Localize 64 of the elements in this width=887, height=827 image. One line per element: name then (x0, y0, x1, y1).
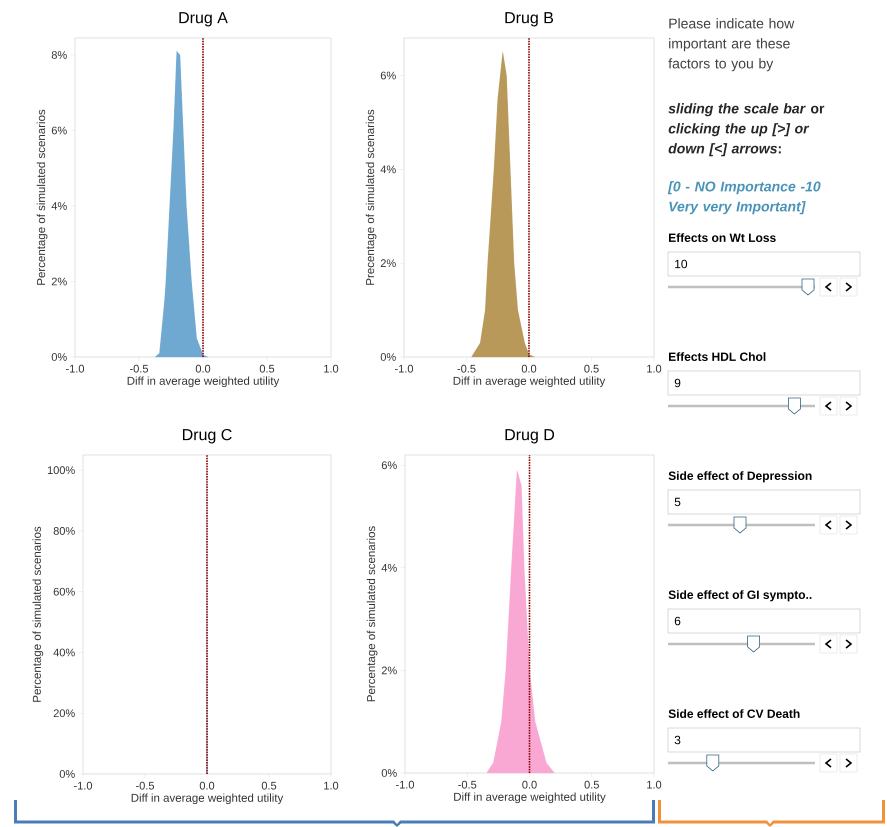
x-tick-label: -1.0 (74, 782, 92, 790)
x-tick-label: -1.0 (396, 780, 414, 789)
x-tick-label: -1.0 (395, 364, 414, 373)
x-axis-title: Diff in average weighted utility (454, 376, 606, 388)
x-tick-label: -0.5 (458, 780, 476, 789)
x-tick-label: 0.0 (522, 780, 537, 789)
y-tick-label: 40% (53, 648, 75, 656)
category-label: Side effect of Depression (668, 471, 812, 482)
data-label: 5 (674, 498, 680, 506)
y-tick-label: 2% (380, 259, 396, 268)
text: sliding the scale bar or clicking the up [>] or down [<] arrows: (668, 103, 824, 156)
x-tick-label: 1.0 (324, 364, 338, 373)
category-label: Side effect of GI sympto.. (668, 590, 812, 602)
y-tick-label: 6% (52, 126, 67, 134)
text: [0 - NO Importance -10 Very very Important] (668, 181, 821, 214)
x-tick-label: 1.0 (647, 364, 662, 373)
x-tick-label: 0.0 (200, 782, 214, 790)
y-tick-label: 8% (52, 51, 67, 59)
x-tick-label: 0.5 (260, 364, 274, 373)
chart-title: Drug D (505, 429, 554, 444)
y-tick-label: 0% (380, 353, 396, 361)
y-tick-label: 6% (382, 461, 397, 470)
x-tick-label: 0.0 (522, 364, 536, 373)
x-axis-title: Diff in average weighted utility (454, 792, 606, 804)
category-label: Effects HDL Chol (669, 352, 766, 361)
y-tick-label: 0% (60, 770, 75, 778)
data-label: 10 (675, 260, 688, 268)
x-tick-label: -0.5 (130, 364, 148, 373)
data-label: 3 (674, 736, 680, 744)
chart-title: Drug B (505, 12, 554, 26)
y-tick-label: 2% (52, 278, 67, 286)
x-tick-label: 1.0 (324, 782, 338, 790)
x-axis-title: Diff in average weighted utility (128, 376, 280, 388)
y-tick-label: 0% (52, 353, 67, 361)
x-tick-label: 0.5 (262, 782, 276, 790)
y-axis-title: Precentage of simulated scenarios (366, 110, 376, 285)
y-axis-title: Percentage of simulated scenarios (36, 110, 48, 285)
y-tick-label: 2% (382, 666, 397, 674)
y-tick-label: 6% (380, 72, 396, 80)
x-tick-label: -0.5 (136, 782, 154, 790)
chart-title: Drug A (179, 12, 228, 26)
chart-title: Drug C (182, 428, 232, 444)
text: Please indicate how important are these factors to you by (668, 18, 794, 72)
x-tick-label: 0.5 (584, 780, 599, 789)
x-tick-label: 0.5 (584, 364, 599, 373)
x-tick-label: -1.0 (66, 364, 84, 373)
x-tick-label: 1.0 (647, 780, 662, 789)
y-tick-label: 4% (382, 564, 397, 572)
x-tick-label: -0.5 (458, 364, 476, 373)
y-tick-label: 0% (382, 769, 397, 777)
y-tick-label: 100% (48, 466, 75, 474)
y-axis-title: Percentage of simulated scenarios (32, 526, 44, 702)
x-tick-label: 0.0 (196, 364, 210, 373)
data-label: 9 (674, 378, 680, 388)
y-tick-label: 4% (380, 166, 396, 174)
y-tick-label: 4% (52, 202, 67, 210)
data-label: 6 (674, 616, 680, 626)
y-tick-label: 80% (54, 527, 75, 535)
category-label: Side effect of CV Death (668, 709, 800, 718)
y-tick-label: 20% (54, 709, 75, 718)
y-tick-label: 60% (54, 588, 75, 596)
y-axis-title: Percentage of simulated scenarios (366, 526, 378, 702)
category-label: Effects on Wt Loss (669, 233, 776, 242)
x-axis-title: Diff in average weighted utility (132, 793, 284, 804)
